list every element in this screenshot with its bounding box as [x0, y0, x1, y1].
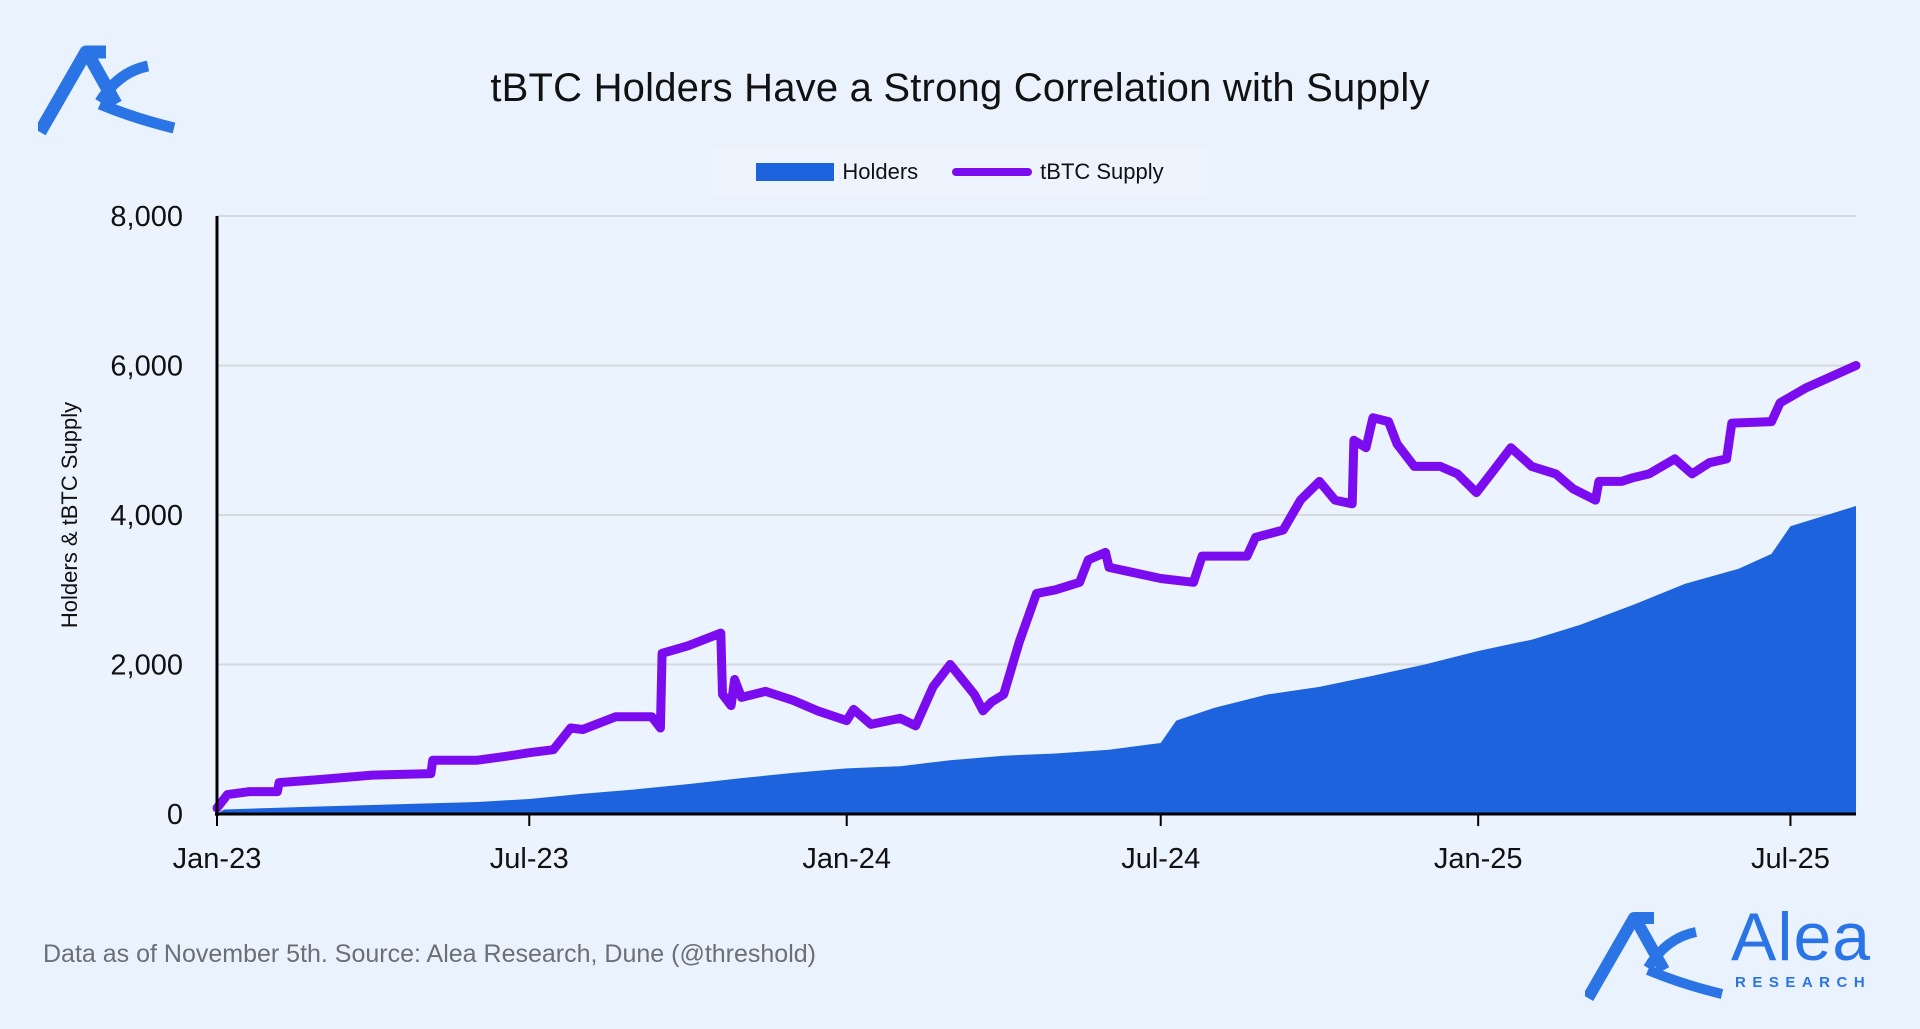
- chart-svg: 0 2,000 4,000 6,000 8,000 Jan-23 Jul-23 Jan-24 J…: [110, 201, 1861, 875]
- x-tick-label: Jul-23: [490, 843, 569, 875]
- legend-label-holders: Holders: [842, 159, 919, 184]
- x-tick-label: Jan-25: [1434, 843, 1523, 875]
- legend-label-supply: tBTC Supply: [1040, 159, 1164, 184]
- y-tick-label: 4,000: [110, 500, 183, 532]
- brand-name: Alea: [1731, 899, 1872, 975]
- chart-title: tBTC Holders Have a Strong Correlation w…: [490, 66, 1430, 110]
- legend-swatch-supply: [952, 168, 1033, 176]
- y-tick-label: 8,000: [110, 201, 183, 233]
- holders-area: [217, 506, 1856, 814]
- brand-mark-icon: [1585, 912, 1724, 1001]
- x-tick-label: Jan-24: [802, 843, 891, 875]
- x-tick-label: Jan-23: [173, 843, 262, 875]
- y-tick-label: 2,000: [110, 650, 183, 682]
- brand-logo: Alea RESEARCH: [1585, 899, 1885, 1001]
- chart-legend: Holders tBTC Supply: [712, 146, 1208, 198]
- legend-item-holders: Holders: [756, 159, 918, 185]
- x-tick-label: Jul-24: [1121, 843, 1200, 875]
- y-tick-label: 6,000: [110, 351, 183, 383]
- x-tick-label: Jul-25: [1751, 843, 1830, 875]
- alea-logo-icon: [38, 45, 176, 136]
- supply-line: [212, 361, 1861, 813]
- y-tick-label: 0: [167, 799, 183, 831]
- legend-swatch-holders: [756, 163, 835, 181]
- source-footnote: Data as of November 5th. Source: Alea Re…: [43, 940, 816, 968]
- legend-item-supply: tBTC Supply: [952, 159, 1164, 185]
- y-axis-title: Holders & tBTC Supply: [57, 401, 82, 629]
- brand-subtitle: RESEARCH: [1735, 974, 1872, 991]
